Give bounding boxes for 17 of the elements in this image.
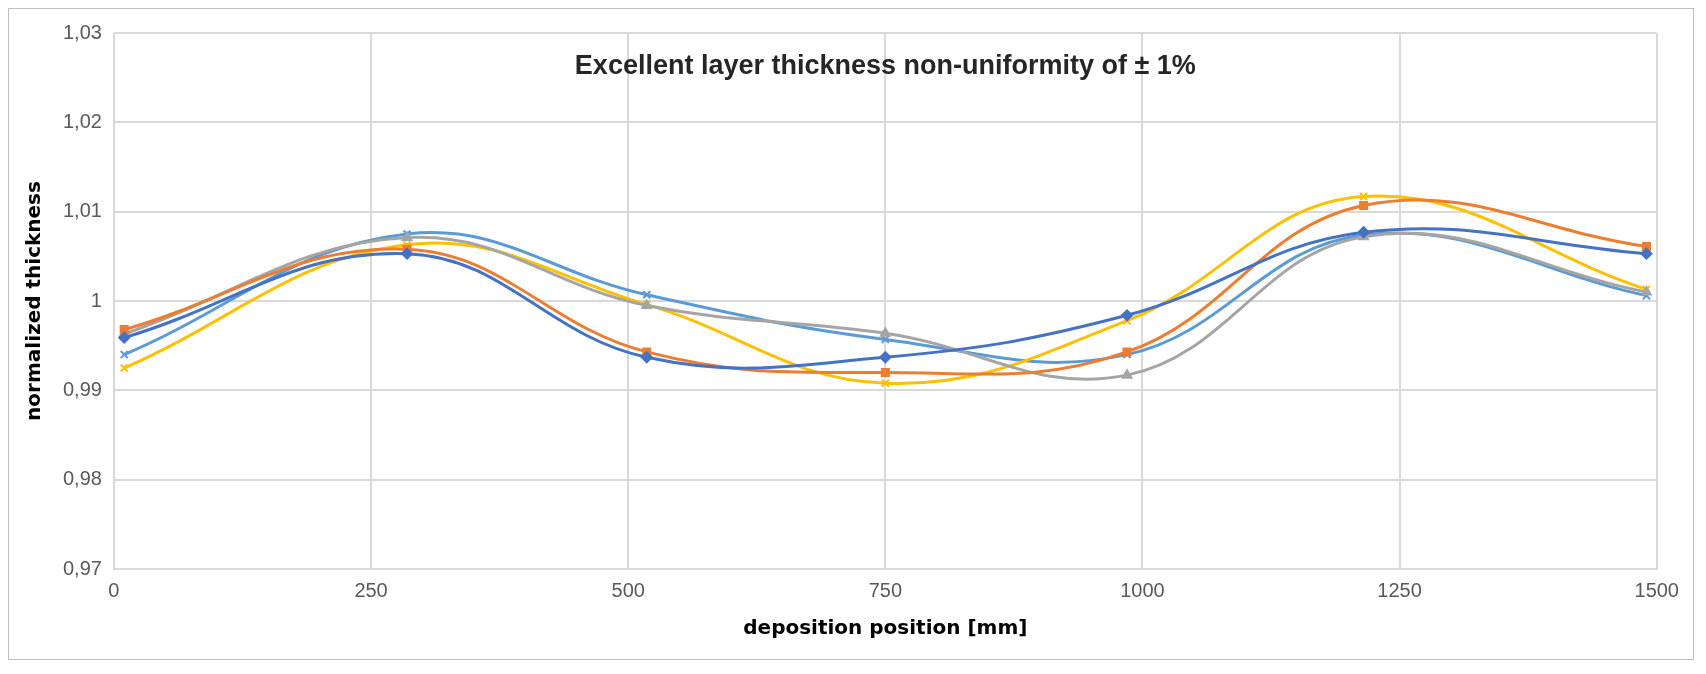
text: Excellent layer thickness non-uniformity of ± 1%	[574, 49, 1196, 80]
y-tick-label: 0,98	[62, 467, 102, 490]
y-tick-label: 1	[90, 288, 102, 311]
x-tick-label: 1500	[1634, 578, 1679, 601]
x-axis-title: deposition position [mm]	[743, 615, 1028, 640]
x-tick-label: 1250	[1377, 578, 1422, 601]
y-tick-label: 1,03	[62, 20, 102, 43]
y-axis-title: normalized thickness	[21, 181, 46, 421]
y-tick-label: 1,01	[62, 199, 102, 222]
x-tick-label: 750	[868, 578, 903, 601]
y-tick-label: 1,02	[62, 109, 102, 132]
x-tick-label: 0	[108, 578, 120, 601]
y-tick-label: 0,97	[62, 556, 102, 579]
y-tick-label: 0,99	[62, 377, 102, 400]
x-tick-label: 500	[611, 578, 645, 601]
x-tick-label: 1000	[1120, 578, 1165, 601]
x-tick-label: 250	[354, 578, 388, 601]
